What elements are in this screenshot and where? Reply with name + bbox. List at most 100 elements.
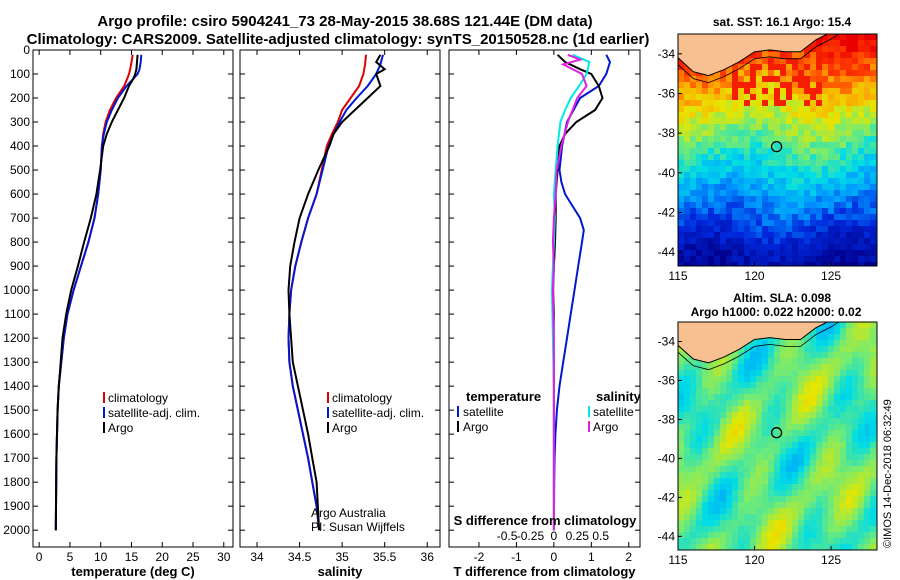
map-cell	[792, 442, 799, 449]
map-cell	[720, 400, 727, 407]
map-cell	[756, 358, 763, 365]
x-tick-label: 15	[125, 550, 139, 564]
map-cell	[756, 412, 763, 419]
map-cell	[780, 190, 787, 197]
map-cell	[684, 364, 691, 371]
map-cell	[840, 514, 847, 521]
map-cell	[678, 214, 685, 221]
map-cell	[822, 454, 829, 461]
map-cell	[726, 502, 733, 509]
map-cell	[804, 520, 811, 527]
map-cell	[816, 382, 823, 389]
map-cell	[834, 202, 841, 209]
map-cell	[678, 472, 685, 479]
map-x-tick-label: 125	[821, 269, 841, 283]
map-cell	[858, 112, 865, 119]
map-cell	[750, 106, 757, 113]
map-cell	[774, 388, 781, 395]
map-cell	[780, 118, 787, 125]
map-cell	[798, 526, 805, 533]
map-cell	[816, 478, 823, 485]
map-cell	[840, 502, 847, 509]
map-cell	[774, 544, 781, 550]
map-cell	[852, 118, 859, 125]
map-cell	[810, 370, 817, 377]
map-y-tick-label: -44	[658, 529, 676, 543]
map-cell	[744, 172, 751, 179]
map-cell	[822, 40, 829, 47]
map-cell	[852, 202, 859, 209]
map-cell	[738, 262, 745, 266]
map-cell	[780, 232, 787, 239]
map-cell	[786, 442, 793, 449]
map-cell	[852, 154, 859, 161]
map-cell	[846, 136, 853, 143]
map-cell	[852, 232, 859, 239]
map-cell	[810, 400, 817, 407]
map-cell	[804, 58, 811, 65]
map-cell	[858, 400, 865, 407]
map-cell	[828, 454, 835, 461]
map-cell	[708, 232, 715, 239]
map-cell	[846, 76, 853, 83]
map-cell	[852, 466, 859, 473]
map-cell	[780, 112, 787, 119]
map-cell	[720, 214, 727, 221]
map-cell	[762, 262, 769, 266]
map-cell	[786, 394, 793, 401]
map-cell	[816, 496, 823, 503]
difference-series-s_satellite	[550, 53, 591, 531]
map-cell	[822, 166, 829, 173]
map-cell	[756, 406, 763, 413]
map-cell	[840, 346, 847, 353]
map-cell	[846, 406, 853, 413]
map-cell	[696, 430, 703, 437]
map-cell	[756, 544, 763, 550]
map-cell	[810, 76, 817, 83]
map-cell	[702, 100, 709, 107]
map-cell	[756, 64, 763, 71]
map-cell	[762, 64, 769, 71]
map-cell	[738, 346, 745, 353]
map-cell	[786, 52, 793, 59]
map-cell	[768, 508, 775, 515]
map-cell	[750, 520, 757, 527]
map-cell	[756, 232, 763, 239]
map-cell	[792, 250, 799, 257]
map-cell	[696, 418, 703, 425]
map-cell	[816, 94, 823, 101]
map-cell	[684, 502, 691, 509]
map-cell	[846, 130, 853, 137]
map-cell	[774, 376, 781, 383]
map-cell	[696, 88, 703, 95]
map-cell	[786, 262, 793, 266]
map-cell	[786, 436, 793, 443]
map-cell	[690, 160, 697, 167]
map-cell	[786, 250, 793, 257]
map-cell	[858, 472, 865, 479]
map-cell	[774, 370, 781, 377]
map-x-tick-label: 125	[821, 553, 841, 567]
map-cell	[702, 526, 709, 533]
map-cell	[702, 472, 709, 479]
map-cell	[786, 514, 793, 521]
map-cell	[822, 58, 829, 65]
map-cell	[750, 352, 757, 359]
map-cell	[708, 130, 715, 137]
map-cell	[870, 400, 877, 407]
map-cell	[678, 154, 685, 161]
map-cell	[732, 124, 739, 131]
map-cell	[756, 448, 763, 455]
map-cell	[828, 526, 835, 533]
map-cell	[852, 58, 859, 65]
map-cell	[768, 472, 775, 479]
map-cell	[774, 358, 781, 365]
map-cell	[696, 250, 703, 257]
map-cell	[768, 538, 775, 545]
y-tick-label: 1900	[3, 499, 30, 513]
map-cell	[804, 364, 811, 371]
map-cell	[828, 238, 835, 245]
map-cell	[720, 544, 727, 550]
map-cell	[690, 478, 697, 485]
map-cell	[750, 256, 757, 263]
